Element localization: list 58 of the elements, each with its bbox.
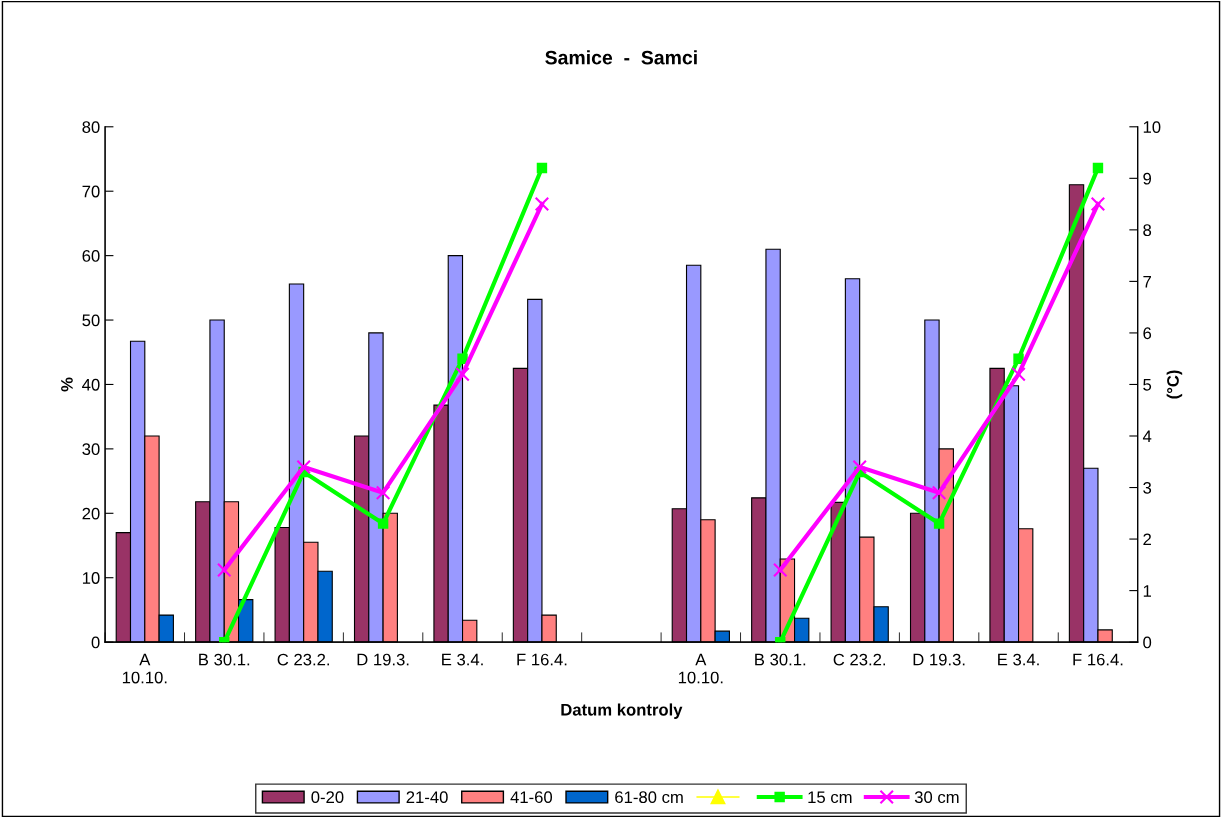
y-tick-label: 40 <box>82 378 100 391</box>
y2-tick-label: 2 <box>1143 533 1151 546</box>
point <box>455 366 470 382</box>
y2-tick-label: 4 <box>1142 430 1152 443</box>
y2-tick-label: 5 <box>1143 379 1152 391</box>
x-tick-label: F 16.4. <box>1073 653 1123 666</box>
point <box>534 196 550 212</box>
y-tick-label: 20 <box>82 507 100 520</box>
y-tick-label: 60 <box>82 250 100 262</box>
point <box>216 562 232 578</box>
y2-tick-label: 3 <box>1143 481 1152 494</box>
point <box>852 459 867 475</box>
legend-label: 61-80 cm <box>615 791 683 804</box>
y-tick-label: 50 <box>82 314 100 327</box>
x-tick-label: F 16.4. <box>517 653 567 666</box>
point <box>296 459 311 475</box>
point <box>375 485 391 500</box>
point <box>933 518 945 529</box>
x-tick-label: D 19.3. <box>913 653 965 666</box>
legend-label: 21-40 <box>406 791 448 804</box>
legend-label: 15 cm <box>808 791 852 804</box>
x-tick-label: E 3.4. <box>442 653 483 666</box>
y2-tick-label: 1 <box>1143 585 1151 597</box>
y-tick-label: 70 <box>82 185 100 198</box>
y-tick-label: 10 <box>82 572 100 584</box>
x-tick-label: E 3.4. <box>998 653 1039 666</box>
y2-tick-label: 6 <box>1143 327 1152 340</box>
legend-label: 30 cm <box>914 791 959 804</box>
y2-tick-label: 9 <box>1143 172 1152 185</box>
point <box>377 518 389 529</box>
y-axis-title: % <box>61 377 73 392</box>
point <box>931 485 947 500</box>
y2-tick-label: 7 <box>1143 275 1151 288</box>
x-tick-label: A 10.10. <box>678 653 723 684</box>
x-axis-title: Datum kontroly <box>561 703 683 719</box>
y-tick-label: 80 <box>82 121 100 133</box>
x-tick-label: B 30.1. <box>755 653 806 666</box>
y-tick-label: 30 <box>82 443 100 456</box>
legend-label: 0-20 <box>311 791 344 804</box>
point <box>536 162 548 174</box>
y2-tick-label: 10 <box>1143 121 1161 133</box>
y-tick-label: 0 <box>91 636 100 649</box>
point <box>1013 353 1024 364</box>
x-tick-label: C 23.2. <box>277 653 330 666</box>
x-tick-label: C 23.2. <box>833 653 886 666</box>
y2-tick-label: 0 <box>1143 636 1152 649</box>
point <box>1090 196 1106 212</box>
y2-axis-title: (°C) <box>1166 370 1183 399</box>
legend-label: 41-60 <box>510 791 553 804</box>
point <box>1092 162 1104 174</box>
x-tick-label: D 19.3. <box>357 653 409 666</box>
x-tick-label: A 10.10. <box>122 653 167 684</box>
point <box>772 562 788 578</box>
point <box>457 353 468 364</box>
x-tick-label: B 30.1. <box>199 653 250 666</box>
point <box>1011 366 1026 382</box>
chart-title: Samice - Samci <box>545 50 697 65</box>
y2-tick-label: 8 <box>1143 224 1152 237</box>
